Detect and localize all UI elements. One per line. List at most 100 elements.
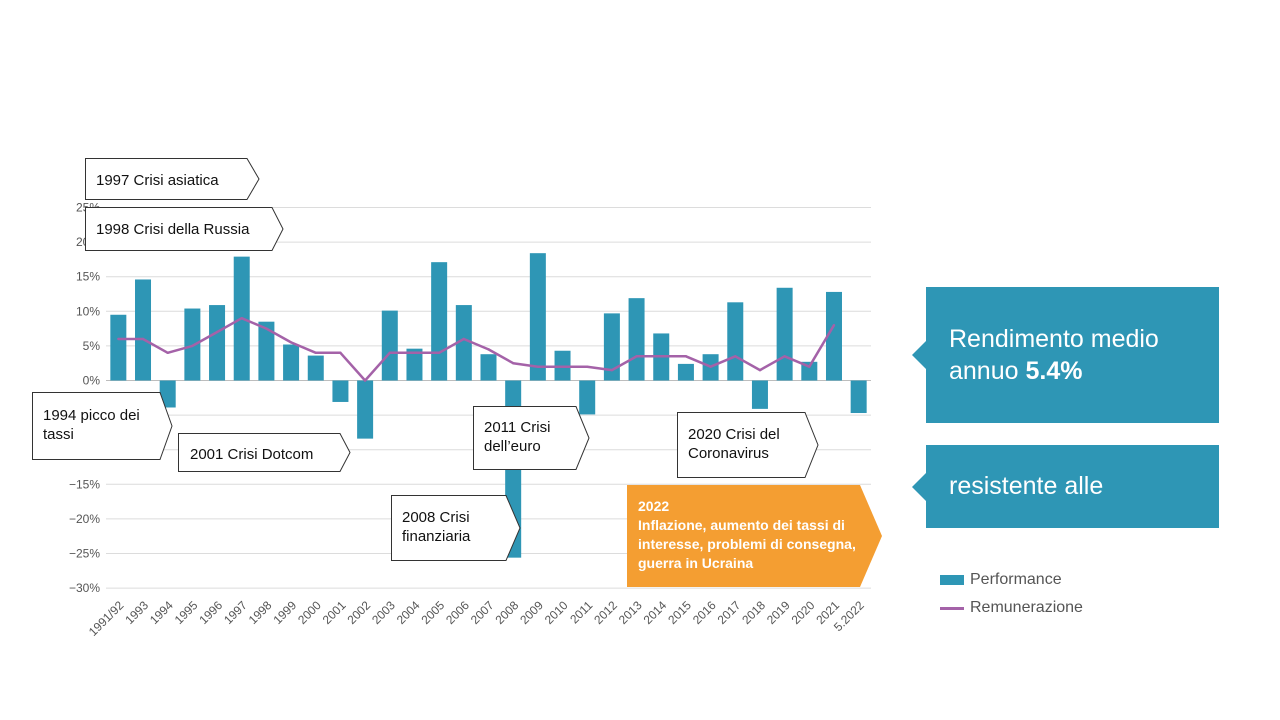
- line-point: [413, 351, 416, 355]
- line-point: [339, 351, 342, 355]
- x-tick-label: 2008: [493, 598, 522, 627]
- callout-1998-text: 1998 Crisi della Russia: [96, 221, 250, 238]
- line-point: [166, 351, 169, 355]
- bar: [751, 380, 768, 409]
- callout-2011: 2011 Crisi dell’euro: [473, 406, 590, 470]
- x-tick-label: 2012: [591, 598, 620, 627]
- line-point: [783, 355, 786, 358]
- bar: [579, 380, 596, 415]
- line-point: [437, 351, 441, 355]
- line-point: [635, 355, 638, 358]
- legend-remunerazione: Remunerazione: [940, 599, 1083, 617]
- x-tick-label: 2015: [665, 598, 694, 627]
- line-point: [709, 365, 712, 368]
- y-tick-label: 15%: [76, 270, 100, 284]
- x-tick-label: 2004: [394, 598, 423, 627]
- line-point: [610, 368, 614, 372]
- x-tick-label: 2019: [764, 598, 793, 627]
- bar: [455, 305, 472, 381]
- x-tick-label: 2013: [616, 598, 645, 627]
- y-tick-label: 0%: [83, 374, 101, 388]
- x-tick-label: 1995: [172, 598, 201, 627]
- line-point: [240, 317, 243, 320]
- bar: [727, 302, 744, 381]
- x-tick-label: 2005: [418, 598, 447, 627]
- callout-2008-text: 2008 Crisi finanziaria: [402, 509, 471, 545]
- line-point: [660, 355, 663, 358]
- callout-1998: 1998 Crisi della Russia: [85, 207, 284, 251]
- line-point: [758, 368, 762, 372]
- bar: [677, 363, 694, 381]
- line-point: [586, 365, 589, 368]
- line-point: [832, 323, 836, 327]
- y-tick-label: −15%: [69, 477, 100, 491]
- bar: [776, 287, 793, 381]
- x-tick-label: 2020: [789, 598, 818, 627]
- callout-2020-text: 2020 Crisi del Coronavirus: [688, 426, 780, 462]
- x-tick-label: 2017: [715, 598, 744, 627]
- callout-2011-text: 2011 Crisi dell’euro: [484, 419, 551, 455]
- y-tick-label: −20%: [69, 512, 100, 526]
- callout-2022-text: Inflazione, aumento dei tassi di interes…: [638, 517, 856, 571]
- bar: [480, 354, 497, 381]
- x-tick-label: 2018: [739, 598, 768, 627]
- y-tick-label: −25%: [69, 547, 100, 561]
- x-tick-label: 2009: [517, 598, 546, 627]
- x-tick-label: 1997: [221, 598, 250, 627]
- callout-2022-year: 2022: [638, 498, 670, 514]
- legend-bar-swatch: [940, 575, 964, 585]
- bar: [850, 380, 867, 414]
- x-tick-label: 2000: [295, 598, 324, 627]
- line-point: [191, 344, 194, 348]
- bar: [332, 380, 349, 402]
- line-point: [314, 351, 317, 355]
- bar: [283, 344, 300, 381]
- callout-2022: 2022 Inflazione, aumento dei tassi di in…: [627, 485, 883, 587]
- callout-2001: 2001 Crisi Dotcom: [178, 433, 351, 472]
- callout-1994: 1994 picco dei tassi: [32, 392, 173, 460]
- line-point: [734, 355, 737, 358]
- bar: [825, 291, 842, 381]
- x-tick-label: 1991/92: [86, 598, 127, 639]
- bar: [307, 355, 324, 381]
- bar: [159, 380, 176, 408]
- line-point: [808, 365, 811, 368]
- line-point: [289, 341, 293, 344]
- x-tick-label: 2003: [369, 598, 398, 627]
- line-point: [684, 355, 688, 358]
- y-tick-label: 5%: [83, 339, 101, 353]
- line-point: [487, 348, 490, 351]
- x-tick-label: 2006: [443, 598, 472, 627]
- callout-2008: 2008 Crisi finanziaria: [391, 495, 521, 561]
- y-tick-label: −30%: [69, 581, 100, 595]
- x-tick-label: 1996: [196, 598, 225, 627]
- y-tick-label: 10%: [76, 304, 100, 318]
- legend-bar-label: Performance: [970, 571, 1062, 588]
- line-point: [462, 337, 466, 341]
- kpi-resilient: resistente alle: [912, 445, 1219, 528]
- kpi-resilient-text: resistente alle: [949, 472, 1104, 500]
- bar: [406, 348, 423, 381]
- callout-1997-text: 1997 Crisi asiatica: [96, 172, 219, 189]
- bar: [529, 253, 546, 381]
- legend-line-swatch: [940, 606, 964, 610]
- x-tick-label: 1998: [246, 598, 275, 627]
- bar: [110, 314, 127, 381]
- bar: [603, 313, 620, 381]
- remunerazione-line: [118, 316, 836, 382]
- bar: [431, 262, 448, 381]
- line-point: [388, 351, 391, 355]
- bar: [135, 279, 152, 381]
- kpi-average-return-label: Rendimento medio annuo: [949, 325, 1159, 385]
- bar: [628, 298, 645, 381]
- legend-line-label: Remunerazione: [970, 599, 1083, 616]
- callout-1994-text: 1994 picco dei tassi: [43, 407, 140, 443]
- bar: [258, 321, 275, 381]
- callout-2020: 2020 Crisi del Coronavirus: [677, 412, 819, 478]
- x-tick-label: 1993: [122, 598, 151, 627]
- x-tick-label: 2016: [690, 598, 719, 627]
- x-tick-label: 2014: [641, 598, 670, 627]
- bar: [357, 380, 374, 439]
- x-tick-label: 2007: [468, 598, 497, 627]
